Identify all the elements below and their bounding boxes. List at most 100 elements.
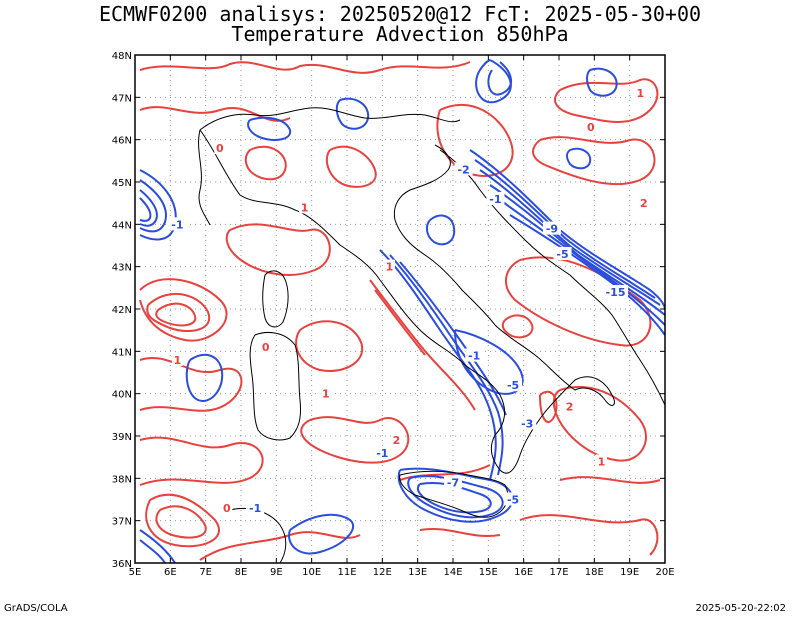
warm-contour [519,514,659,556]
contour-value-label: 1 [301,201,309,214]
contour-value-label: -15 [606,286,626,299]
lat-tick-label: 37N [112,517,132,528]
footer-timestamp: 2025-05-20-22:02 [695,603,786,614]
cold-contour [479,169,661,306]
cold-contour [288,513,355,555]
warm-contour [552,385,647,462]
alps-border [199,107,461,131]
warm-contour [139,357,243,412]
tunisia-coastline [229,507,287,563]
lat-tick-label: 41N [112,347,132,358]
contour-label-bg [595,454,607,468]
warm-contour [244,145,287,181]
lat-tick-label: 40N [112,390,132,401]
contour-value-label: -2 [457,163,469,176]
warm-contour [199,531,361,561]
cold-contour [566,147,592,170]
lat-tick-label: 48N [112,51,132,62]
lat-tick-label: 42N [112,305,132,316]
contour-value-label: 0 [262,341,270,354]
sicily-coastline [399,470,509,518]
warm-contour [300,416,410,464]
cold-contour [247,116,292,141]
map-subtitle: Temperature Advection 850hPa [231,22,569,46]
lat-tick-label: 43N [112,263,132,274]
lon-tick-label: 17E [549,567,568,578]
contour-label-bg [168,217,187,231]
warm-contour [225,223,331,276]
contour-label-bg [518,416,537,430]
lat-tick-label: 44N [112,220,132,231]
contour-value-label: 1 [386,261,394,274]
cold-contour [139,189,158,227]
warm-contour [369,279,476,411]
warm-contour [155,505,207,539]
contour-label-bg [299,200,311,214]
contour-value-label: 1 [598,455,606,468]
contour-value-label: -5 [556,248,568,261]
cold-contour [379,249,497,481]
contour-label-bg [390,433,402,447]
warm-contour [155,302,197,327]
lon-tick-label: 11E [337,567,356,578]
negative-advection-contours [139,59,665,563]
cold-contour [474,159,656,299]
warm-contour [139,61,471,74]
contour-value-label: 1 [174,354,182,367]
cold-contour [487,61,512,96]
contour-label-bg [214,141,226,155]
contour-value-label: -9 [546,223,558,236]
map-title: ECMWF0200 analisys: 20250520@12 FcT: 202… [98,2,702,26]
warm-contour [505,256,652,347]
warm-contour [139,106,291,122]
cold-contour [139,197,152,222]
contour-label-bg [486,191,505,205]
cold-contour [586,67,618,97]
contour-label-bg [221,500,233,514]
contour-value-label: -5 [507,379,519,392]
lat-tick-label: 45N [112,178,132,189]
contour-label-bg [373,445,392,459]
contour-label-bg [585,119,597,133]
warm-contour [146,293,211,332]
italy-coastline [199,129,615,474]
contour-value-label: 2 [640,197,648,210]
contour-value-label: -7 [447,477,459,490]
cold-contour [389,254,504,476]
contour-label-bg [320,386,332,400]
cold-contour [499,199,665,326]
lat-tick-label: 38N [112,474,132,485]
contour-value-label: -1 [249,502,261,515]
contour-value-label: 2 [566,400,574,413]
contour-label-bg [465,348,484,362]
cold-contour [139,539,166,563]
cold-contour [425,214,456,246]
contour-label-bg [383,259,395,273]
sardinia-coastline [249,332,301,441]
contour-value-label: -1 [489,193,501,206]
contour-label-bg [542,221,561,235]
contour-value-label: -1 [468,350,480,363]
warm-contour [295,320,364,372]
lon-tick-label: 8E [235,567,248,578]
contour-label-bg [171,352,183,366]
balkan-coastline [439,149,665,406]
footer-software-label: GrADS/COLA [4,603,68,614]
warm-contour [325,145,377,188]
contour-label-bg [553,246,572,260]
contour-value-label: -1 [171,218,183,231]
contour-label-bg [454,162,473,176]
warm-contour [539,390,558,423]
contour-value-label: 0 [223,502,231,515]
lon-tick-label: 20E [655,567,674,578]
cold-contour [139,529,176,563]
axis-ticks: 5E 6E 7E 8E 9E 10E 11E 12E 13E 14E 15E 16E 17E 18E 19E… [112,51,675,578]
lon-tick-label: 16E [514,567,533,578]
warm-contour [139,436,264,486]
contour-label-bg [444,475,462,489]
lon-tick-label: 18E [585,567,604,578]
warm-contour [145,493,220,548]
coastlines [198,107,665,563]
lon-tick-label: 5E [129,567,142,578]
